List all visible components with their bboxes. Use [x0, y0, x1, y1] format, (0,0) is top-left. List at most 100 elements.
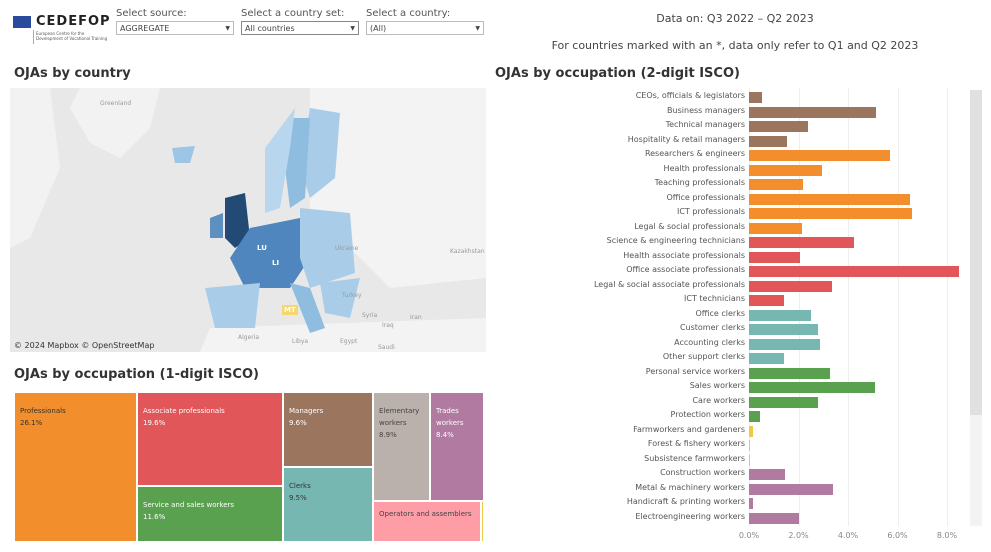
bar[interactable] — [749, 411, 760, 422]
bar-row[interactable]: CEOs, officials & legislators — [500, 91, 980, 103]
bar-row[interactable]: Farmworkers and gardeners — [500, 425, 980, 437]
bar-row[interactable]: Office professionals — [500, 193, 980, 205]
source-label: Select source: — [116, 8, 187, 19]
bar-row[interactable]: Teaching professionals — [500, 178, 980, 190]
country-select[interactable]: (All) ▼ — [366, 21, 484, 35]
bar[interactable] — [749, 309, 811, 321]
map-label-mt[interactable]: MT — [282, 305, 298, 315]
bar[interactable] — [749, 295, 785, 306]
map-label: Libya — [292, 338, 309, 345]
bar[interactable] — [749, 367, 830, 379]
greenland-shape — [70, 88, 160, 158]
bar-label: Hospitality & retail managers — [627, 134, 745, 144]
bar[interactable] — [749, 135, 788, 147]
bar-row[interactable]: Legal & social associate professionals — [500, 280, 980, 292]
bar-row[interactable]: Office clerks — [500, 309, 980, 321]
gridline — [848, 88, 849, 526]
logo: CEDEFOP — [36, 14, 111, 29]
bar-row[interactable]: ICT professionals — [500, 207, 980, 219]
bar[interactable] — [749, 469, 786, 480]
bar-row[interactable]: Technical managers — [500, 120, 980, 132]
bar[interactable] — [749, 454, 750, 466]
bar-label: Handicraft & printing workers — [626, 497, 745, 506]
treemap-service-sales[interactable]: Service and sales workers 11.6% — [137, 486, 283, 542]
map-label: Syria — [362, 312, 378, 319]
treemap-title: OJAs by occupation (1-digit ISCO) — [14, 367, 259, 382]
bar-row[interactable]: ICT technicians — [500, 294, 980, 306]
map-label-li[interactable]: LI — [272, 259, 280, 267]
bar[interactable] — [749, 440, 750, 451]
ireland-shape — [210, 213, 223, 238]
bar[interactable] — [749, 483, 834, 495]
bar-row[interactable]: Office associate professionals — [500, 265, 980, 277]
gridline — [947, 88, 948, 526]
scrollbar-thumb[interactable] — [970, 90, 982, 415]
bar-row[interactable]: Handicraft & printing workers — [500, 497, 980, 509]
bar[interactable] — [749, 266, 959, 277]
bar-row[interactable]: Personal service workers — [500, 367, 980, 379]
bar[interactable] — [749, 193, 910, 205]
bar[interactable] — [749, 338, 820, 350]
bar[interactable] — [749, 498, 754, 509]
bar[interactable] — [749, 353, 785, 364]
bar-row[interactable]: Other support clerks — [500, 352, 980, 364]
treemap-skilled-agri[interactable] — [481, 501, 484, 542]
bar-row[interactable]: Forest & fishery workers — [500, 439, 980, 451]
bar-row[interactable]: Subsistence farmworkers — [500, 454, 980, 466]
bar[interactable] — [749, 382, 875, 393]
tm-label: Service and sales workers — [143, 501, 235, 509]
bar[interactable] — [749, 251, 801, 263]
bar[interactable] — [749, 92, 762, 103]
bar[interactable] — [749, 106, 876, 118]
bar[interactable] — [749, 179, 804, 190]
bar-row[interactable]: Science & engineering technicians — [500, 236, 980, 248]
bar-row[interactable]: Health professionals — [500, 164, 980, 176]
treemap-associate-professionals[interactable]: Associate professionals 19.6% — [137, 392, 283, 486]
map-label-lu[interactable]: LU — [257, 244, 267, 252]
bar[interactable] — [749, 222, 802, 234]
treemap-elementary[interactable]: Elementary workers 8.9% — [373, 392, 430, 501]
bar[interactable] — [749, 237, 854, 248]
treemap-operators[interactable]: Operators and assemblers — [373, 501, 481, 542]
bar-row[interactable]: Care workers — [500, 396, 980, 408]
bar-row[interactable]: Accounting clerks — [500, 338, 980, 350]
scrollbar-track[interactable] — [970, 90, 982, 526]
bar-label: Protection workers — [670, 410, 745, 419]
treemap-professionals[interactable]: Professionals 26.1% — [14, 392, 137, 542]
uk-shape — [225, 193, 250, 248]
source-select[interactable]: AGGREGATE ▼ — [116, 21, 234, 35]
bar-row[interactable]: Health associate professionals — [500, 251, 980, 263]
bar-label: Electroengineering workers — [635, 511, 745, 521]
bar[interactable] — [749, 280, 833, 292]
bar-row[interactable]: Hospitality & retail managers — [500, 135, 980, 147]
asia-shape — [310, 88, 486, 288]
bar-row[interactable]: Electroengineering workers — [500, 512, 980, 524]
bar[interactable] — [749, 396, 818, 408]
x-tick-label: 4.0% — [837, 531, 859, 540]
map-label: Iran — [410, 314, 422, 321]
source-value: AGGREGATE — [120, 23, 170, 33]
treemap-managers[interactable]: Managers 9.6% — [283, 392, 373, 467]
bar[interactable] — [749, 512, 800, 524]
bar[interactable] — [749, 324, 818, 335]
bar[interactable] — [749, 150, 890, 161]
country-set-select[interactable]: All countries ▼ — [241, 21, 359, 35]
eu-flag-icon — [13, 16, 31, 28]
bar-row[interactable]: Business managers — [500, 106, 980, 118]
country-map[interactable]: Greenland Ukraine Kazakhstan Turkey Iran… — [10, 88, 486, 352]
bar-row[interactable]: Metal & machinery workers — [500, 483, 980, 495]
bar[interactable] — [749, 425, 754, 437]
france-germany-shape — [230, 218, 310, 288]
bar-row[interactable]: Researchers & engineers — [500, 149, 980, 161]
bar-row[interactable]: Protection workers — [500, 410, 980, 422]
bar-row[interactable]: Sales workers — [500, 381, 980, 393]
bar-row[interactable]: Customer clerks — [500, 323, 980, 335]
bar[interactable] — [749, 121, 809, 132]
tm-label: Trades workers — [436, 407, 464, 427]
bar-row[interactable]: Legal & social professionals — [500, 222, 980, 234]
bar[interactable] — [749, 208, 913, 219]
bar-row[interactable]: Construction workers — [500, 468, 980, 480]
treemap-clerks[interactable]: Clerks 9.5% — [283, 467, 373, 542]
treemap-trades[interactable]: Trades workers 8.4% — [430, 392, 484, 501]
bar[interactable] — [749, 164, 822, 176]
